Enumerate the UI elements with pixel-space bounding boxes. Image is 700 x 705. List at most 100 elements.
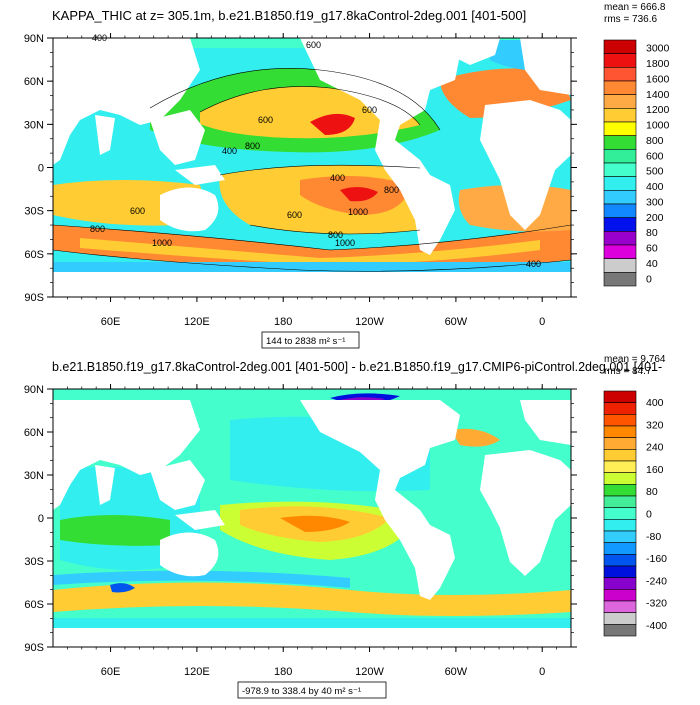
panel-2-green-patch xyxy=(60,515,170,546)
y-tick-label: 60N xyxy=(24,427,44,439)
y-tick-label: 90N xyxy=(24,33,44,45)
colorbar-swatch xyxy=(603,39,637,54)
contour-label: 800 xyxy=(245,141,260,151)
contour-label: 600 xyxy=(258,115,273,125)
colorbar-swatch xyxy=(603,624,637,637)
contour-label: 600 xyxy=(287,210,302,220)
colorbar-swatch xyxy=(603,612,637,625)
panel-2-axes: 60E 120E 180 120W 60W 0 90N 60N 30N 0 30S 60S 90S xyxy=(24,384,577,678)
panel-2-stat-rms: rms = 84.7 xyxy=(604,366,652,377)
x-tick-label: 60E xyxy=(101,316,121,328)
colorbar-swatch xyxy=(603,402,637,415)
colorbar-label: 60 xyxy=(646,243,658,255)
colorbar-swatch xyxy=(603,190,637,205)
x-tick-label: 180 xyxy=(274,316,292,328)
colorbar-swatch xyxy=(603,162,637,177)
colorbar-swatch xyxy=(603,135,637,150)
panel-1-contours xyxy=(53,68,571,272)
panel-2-stat-mean: mean = 9.764 xyxy=(604,354,666,365)
colorbar-label: -400 xyxy=(646,620,667,632)
x-tick-label: 60W xyxy=(445,316,468,328)
colorbar-label: 600 xyxy=(646,150,664,162)
panel-1-map xyxy=(53,38,571,297)
x-tick-label: 60W xyxy=(445,666,468,678)
colorbar-label: 400 xyxy=(646,181,664,193)
colorbar-swatch xyxy=(603,53,637,68)
contour-label: 600 xyxy=(130,206,145,216)
contour-label: 400 xyxy=(330,173,345,183)
colorbar-swatch xyxy=(603,425,637,438)
x-tick-label: 120W xyxy=(355,666,384,678)
panel-1-stat-mean: mean = 666.8 xyxy=(604,2,666,13)
y-tick-label: 0 xyxy=(38,163,44,175)
panel-2-southern-ocean-blue xyxy=(53,570,350,588)
colorbar-label: 80 xyxy=(646,486,658,498)
x-tick-label: 120E xyxy=(184,316,210,328)
panel-1-axes: 60E 120E 180 120W 60W 0 90N 60N 30N 0 30S 60S 90S xyxy=(24,33,577,328)
colorbar-swatch xyxy=(603,390,637,403)
panel-1-contour-labels: 400 600 600 400 800 600 400 800 1000 100… xyxy=(90,33,541,269)
panel-2-land xyxy=(53,400,571,647)
y-tick-label: 60S xyxy=(24,249,44,261)
panel-1-title: KAPPA_THIC at z= 305.1m, b.e21.B1850.f19… xyxy=(52,8,526,23)
colorbar-label: 300 xyxy=(646,196,664,208)
panel-1-land xyxy=(53,38,571,297)
colorbar-swatch xyxy=(603,272,637,287)
colorbar-label: 0 xyxy=(646,509,652,521)
colorbar-swatch xyxy=(603,530,637,543)
contour-label: 400 xyxy=(222,146,237,156)
contour-label: 800 xyxy=(384,185,399,195)
colorbar-swatch xyxy=(603,589,637,602)
colorbar-swatch xyxy=(603,108,637,123)
panel-1-north-pacific-max xyxy=(310,113,355,135)
panel-2-map xyxy=(53,389,571,647)
y-tick-label: 60S xyxy=(24,599,44,611)
x-tick-label: 60E xyxy=(101,666,121,678)
contour-label: 800 xyxy=(90,224,105,234)
y-tick-label: 30N xyxy=(24,119,44,131)
colorbar-swatch xyxy=(603,449,637,462)
colorbar-label: -80 xyxy=(646,531,661,543)
panel-2-southern-ocean-band xyxy=(53,582,571,616)
colorbar-swatch xyxy=(603,149,637,164)
panel-1-colorbar: 3000180016001400120010008006005004003002… xyxy=(603,39,670,287)
y-tick-label: 30S xyxy=(24,556,44,568)
colorbar-label: 80 xyxy=(646,227,658,239)
colorbar-label: 40 xyxy=(646,258,658,270)
panel-1-southern-band-core xyxy=(80,238,540,265)
contour-label: 1000 xyxy=(348,207,368,217)
colorbar-swatch xyxy=(603,217,637,232)
colorbar-swatch xyxy=(603,507,637,520)
panel-2-title: b.e21.B1850.f19_g17.8kaControl-2deg.001 … xyxy=(52,360,662,374)
colorbar-swatch xyxy=(603,472,637,485)
panel-1-south-pacific-max xyxy=(340,186,378,202)
x-tick-label: 180 xyxy=(274,666,292,678)
colorbar-swatch xyxy=(603,495,637,508)
panel-2-range-label: -978.9 to 338.4 by 40 m² s⁻¹ xyxy=(242,686,361,697)
colorbar-label: 800 xyxy=(646,135,664,147)
colorbar-label: 320 xyxy=(646,419,664,431)
contour-label: 800 xyxy=(328,230,343,240)
panel-2-colorbar: 400 320 240 160 80 0 -80 -160 -240 -320 -400 xyxy=(603,390,667,637)
panel-1: KAPPA_THIC at z= 305.1m, b.e21.B1850.f19… xyxy=(24,2,670,349)
colorbar-swatch xyxy=(603,176,637,191)
panel-1-range-box xyxy=(261,331,360,349)
colorbar-swatch xyxy=(603,121,637,136)
contour-label: 400 xyxy=(526,259,541,269)
panel-2-range-box xyxy=(237,681,387,699)
contour-label: 600 xyxy=(306,40,321,50)
colorbar-label: 3000 xyxy=(646,43,670,55)
colorbar-swatch xyxy=(603,67,637,82)
y-tick-label: 30S xyxy=(24,206,44,218)
y-tick-label: 90N xyxy=(24,384,44,396)
colorbar-swatch xyxy=(603,80,637,95)
contour-label: 1000 xyxy=(152,238,172,248)
x-tick-label: 0 xyxy=(539,666,545,678)
panel-1-stat-rms: rms = 736.6 xyxy=(604,14,658,25)
x-tick-label: 120W xyxy=(355,316,384,328)
colorbar-swatch xyxy=(603,565,637,578)
y-tick-label: 0 xyxy=(38,513,44,525)
colorbar-swatch xyxy=(603,258,637,273)
colorbar-label: -320 xyxy=(646,598,667,610)
